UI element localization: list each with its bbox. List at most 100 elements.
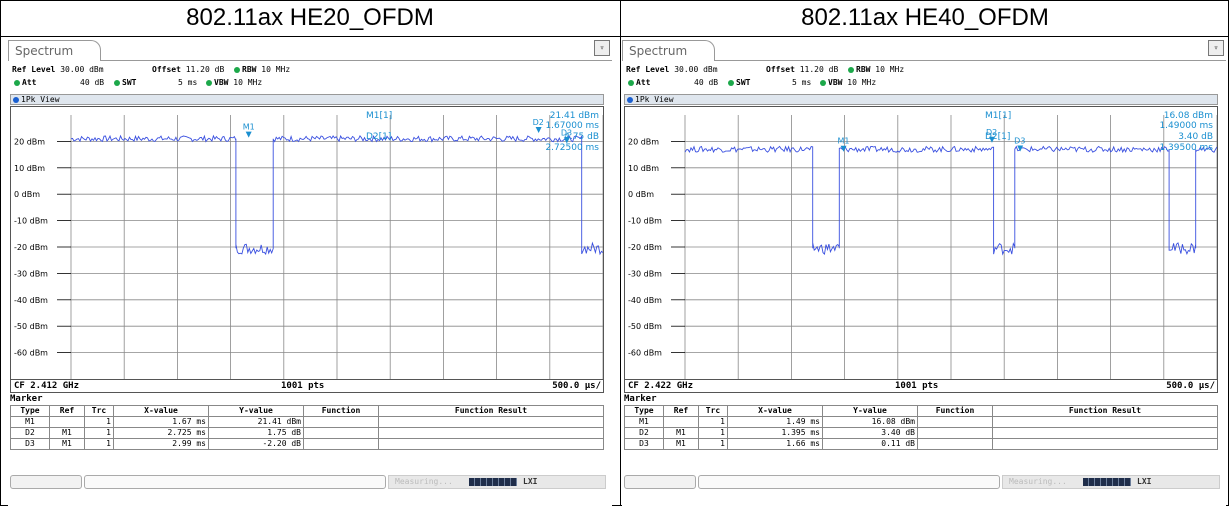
rbw-indicator-icon: [848, 66, 854, 73]
header-right: 802.11ax HE40_OFDM: [801, 4, 1049, 31]
marker-cell-ref: M1: [49, 427, 85, 439]
lxi-logo-icon: LXI: [1137, 477, 1152, 486]
status-field-2[interactable]: [84, 475, 386, 489]
marker-row[interactable]: D2 M1 1 2.725 ms 1.75 dB: [10, 427, 604, 439]
y-tick-label: -50 dBm: [628, 322, 662, 331]
measuring-status: Measuring... LXI: [388, 475, 606, 489]
marker-row[interactable]: M1 1 1.67 ms 21.41 dBm: [10, 416, 604, 428]
marker-cell-x: 1.66 ms: [727, 438, 823, 450]
marker-cell-func: [303, 427, 379, 439]
marker-col-trc: Trc: [84, 405, 114, 417]
param-row-2: Att 40 dB SWT 5 ms VBW 10 MHz: [626, 78, 876, 89]
menu-dropdown-icon[interactable]: ▿: [1208, 40, 1224, 56]
status-bar: Measuring... LXI: [10, 473, 606, 489]
marker-row[interactable]: M1 1 1.49 ms 16.08 dBm: [624, 416, 1218, 428]
marker-cell-y: 1.75 dB: [208, 427, 304, 439]
marker-cell-result: [378, 427, 604, 439]
marker-readout: D2[1]: [985, 132, 1010, 142]
spectrum-trace-line: [684, 145, 1218, 256]
marker-cell-trc: 1: [698, 416, 728, 428]
marker-cell-func: [917, 438, 993, 450]
marker-cell-type: D3: [624, 438, 664, 450]
marker-readout: 1.39500 ms: [1159, 143, 1213, 153]
marker-d2-symbol: [535, 127, 542, 134]
vbw-indicator-icon: [206, 79, 212, 86]
y-tick-label: 10 dBm: [628, 164, 659, 173]
marker-col-function-result: Function Result: [378, 405, 604, 417]
trace-view-bar[interactable]: 1Pk View: [624, 94, 1218, 105]
att-indicator-icon: [14, 79, 20, 86]
marker-cell-trc: 1: [698, 438, 728, 450]
marker-cell-ref: [49, 416, 85, 428]
status-bar: Measuring... LXI: [624, 473, 1220, 489]
marker-cell-result: [992, 427, 1218, 439]
spectrum-tab[interactable]: Spectrum: [622, 40, 715, 61]
marker-cell-trc: 1: [84, 427, 114, 439]
menu-dropdown-icon[interactable]: ▿: [594, 40, 610, 56]
tab-underline: [101, 60, 612, 61]
spectrum-trace-svg: 20 dBm 10 dBm 0 dBm -10 dBm -20 dBm -30 dBm -4…: [628, 111, 1218, 379]
marker-m1-label: M1: [838, 137, 850, 146]
marker-row[interactable]: D2 M1 1 1.395 ms 3.40 dB: [624, 427, 1218, 439]
marker-cell-result: [378, 416, 604, 428]
y-tick-label: -40 dBm: [14, 296, 48, 305]
marker-cell-result: [378, 438, 604, 450]
marker-cell-y: 3.40 dB: [822, 427, 918, 439]
marker-col-type: Type: [10, 405, 50, 417]
marker-d2-label: D2: [986, 128, 997, 137]
marker-cell-y: 21.41 dBm: [208, 416, 304, 428]
marker-cell-x: 1.49 ms: [727, 416, 823, 428]
status-field-2[interactable]: [698, 475, 1000, 489]
marker-cell-type: D3: [10, 438, 50, 450]
marker-d3-label: D3: [561, 128, 572, 137]
marker-cell-type: M1: [10, 416, 50, 428]
swt-indicator-icon: [114, 79, 120, 86]
marker-d3-label: D3: [1014, 136, 1025, 145]
param-row-1: Ref Level 30.00 dBm Offset 11.20 dB RBW 10…: [12, 65, 291, 74]
spectrum-trace-svg: 20 dBm 10 dBm 0 dBm -10 dBm -20 dBm -30 dBm -4…: [14, 111, 604, 379]
marker-table-title: Marker: [10, 394, 43, 404]
marker-col-x-value: X-value: [113, 405, 209, 417]
y-tick-label: -40 dBm: [628, 296, 662, 305]
marker-cell-x: 2.99 ms: [113, 438, 209, 450]
marker-m1-symbol: [840, 145, 847, 152]
marker-cell-result: [992, 416, 1218, 428]
marker-readout: 3.40 dB: [1178, 132, 1213, 142]
y-tick-label: 0 dBm: [14, 190, 40, 199]
marker-row[interactable]: D3 M1 1 2.99 ms -2.20 dB: [10, 438, 604, 450]
marker-cell-trc: 1: [84, 438, 114, 450]
marker-cell-trc: 1: [698, 427, 728, 439]
marker-col-ref: Ref: [663, 405, 699, 417]
marker-cell-type: D2: [624, 427, 664, 439]
att-indicator-icon: [628, 79, 634, 86]
status-field-1[interactable]: [624, 475, 696, 489]
measuring-status: Measuring... LXI: [1002, 475, 1220, 489]
spectrum-panel-left: Spectrum ▿ Ref Level 30.00 dBm Offset 11.…: [8, 37, 612, 506]
marker-cell-y: -2.20 dB: [208, 438, 304, 450]
status-field-1[interactable]: [10, 475, 82, 489]
param-row-2: Att 40 dB SWT 5 ms VBW 10 MHz: [12, 78, 262, 89]
spectrum-plot[interactable]: 20 dBm 10 dBm 0 dBm -10 dBm -20 dBm -30 dBm -4…: [624, 106, 1218, 380]
plot-footer: CF 2.422 GHz 1001 pts 500.0 µs/: [624, 380, 1218, 393]
spectrum-panel-right: Spectrum ▿ Ref Level 30.00 dBm Offset 11.…: [622, 37, 1226, 506]
marker-d3-symbol: [563, 137, 570, 144]
marker-m1-label: M1: [243, 123, 255, 132]
marker-cell-func: [917, 427, 993, 439]
marker-cell-func: [917, 416, 993, 428]
marker-cell-ref: M1: [663, 438, 699, 450]
y-tick-label: -60 dBm: [14, 349, 48, 358]
marker-cell-trc: 1: [84, 416, 114, 428]
marker-col-type: Type: [624, 405, 664, 417]
marker-cell-x: 1.67 ms: [113, 416, 209, 428]
spectrum-trace-line: [70, 134, 604, 256]
y-tick-label: -20 dBm: [14, 243, 48, 252]
y-tick-label: -30 dBm: [14, 269, 48, 278]
marker-cell-ref: M1: [663, 427, 699, 439]
spectrum-tab[interactable]: Spectrum: [8, 40, 101, 61]
progress-bar: [469, 478, 517, 486]
y-tick-label: 0 dBm: [628, 190, 654, 199]
marker-row[interactable]: D3 M1 1 1.66 ms 0.11 dB: [624, 438, 1218, 450]
trace-view-bar[interactable]: 1Pk View: [10, 94, 604, 105]
marker-col-x-value: X-value: [727, 405, 823, 417]
spectrum-plot[interactable]: 20 dBm 10 dBm 0 dBm -10 dBm -20 dBm -30 dBm -4…: [10, 106, 604, 380]
